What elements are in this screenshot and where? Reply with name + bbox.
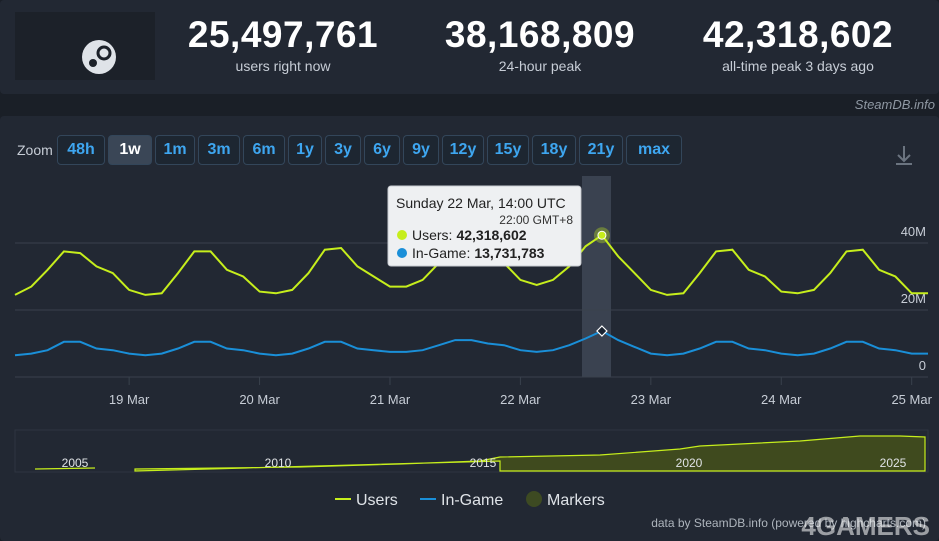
x-tick-label: 21 Mar [370, 392, 411, 407]
steam-logo [82, 40, 116, 74]
stat-label: users right now [235, 58, 331, 74]
navigator-label: 2010 [265, 456, 292, 470]
series-line [14, 329, 928, 357]
stat: 42,318,602 all-time peak 3 days ago [678, 14, 918, 74]
tooltip-local: 22:00 GMT+8 [499, 213, 573, 227]
zoom-button[interactable]: max [626, 135, 682, 165]
tooltip-value: 42,318,602 [456, 227, 526, 243]
tooltip-dot [397, 230, 407, 240]
navigator-label: 2025 [880, 456, 907, 470]
x-tick-label: 20 Mar [239, 392, 280, 407]
zoom-button[interactable]: 1y [288, 135, 322, 165]
stats-bar [0, 0, 939, 94]
legend-label: Markers [547, 492, 605, 509]
zoom-button[interactable]: 15y [487, 135, 529, 165]
logo [15, 12, 155, 80]
navigator-label: 2005 [62, 456, 89, 470]
hover-marker [597, 230, 607, 240]
zoom-button[interactable]: 21y [579, 135, 623, 165]
zoom-button[interactable]: 6y [364, 135, 400, 165]
y-tick-label: 0 [919, 358, 926, 373]
tooltip-label: Users: [412, 227, 452, 243]
zoom-button[interactable]: 9y [403, 135, 439, 165]
tooltip-label: In-Game: [412, 245, 470, 261]
hover-marker [596, 325, 608, 337]
watermark: 4GAMERS [801, 511, 930, 541]
source: SteamDB.info [854, 97, 935, 112]
zoom-button[interactable]: 3y [325, 135, 361, 165]
stat: 25,497,761 users right now [163, 14, 403, 74]
zoom-button[interactable]: 12y [442, 135, 484, 165]
x-tick-label: 19 Mar [109, 392, 150, 407]
navigator [14, 429, 929, 473]
legend-swatch [526, 491, 542, 507]
tooltip-title: Sunday 22 Mar, 14:00 UTC [396, 195, 566, 211]
stat-label: 24-hour peak [498, 58, 582, 74]
zoom-label: Zoom [17, 142, 53, 158]
x-tick-label: 23 Mar [631, 392, 672, 407]
download-icon[interactable] [896, 146, 912, 165]
x-tick-label: 22 Mar [500, 392, 541, 407]
x-tick-label: 25 Mar [891, 392, 932, 407]
zoom-button[interactable]: 6m [243, 135, 285, 165]
zoom-button[interactable]: 1m [155, 135, 195, 165]
navigator-label: 2020 [676, 456, 703, 470]
navigator-area [34, 435, 926, 472]
tooltip-row: In-Game: 13,731,783 [412, 245, 545, 261]
stat-value: 38,168,809 [444, 14, 636, 55]
credit: data by SteamDB.info (powered by highcha… [651, 516, 926, 530]
zoom-button[interactable]: 18y [532, 135, 576, 165]
navigator-label: 2015 [470, 456, 497, 470]
tooltip-box [387, 185, 582, 267]
zoom-button[interactable]: 48h [57, 135, 105, 165]
tooltip-value: 13,731,783 [474, 245, 544, 261]
stat-value: 25,497,761 [187, 14, 379, 55]
stat-label: all-time peak 3 days ago [722, 58, 874, 74]
tooltip-row: Users: 42,318,602 [412, 227, 527, 243]
stat: 38,168,809 24-hour peak [420, 14, 660, 74]
x-tick-label: 24 Mar [761, 392, 802, 407]
y-tick-label: 40M [901, 224, 926, 239]
stat-value: 42,318,602 [702, 14, 894, 55]
legend-label: Users [356, 492, 398, 509]
tooltip-dot [397, 248, 407, 258]
zoom-button[interactable]: 1w [108, 135, 152, 165]
legend-label: In-Game [441, 492, 503, 509]
zoom-button[interactable]: 3m [198, 135, 240, 165]
y-tick-label: 20M [901, 291, 926, 306]
hover-band [582, 176, 611, 377]
